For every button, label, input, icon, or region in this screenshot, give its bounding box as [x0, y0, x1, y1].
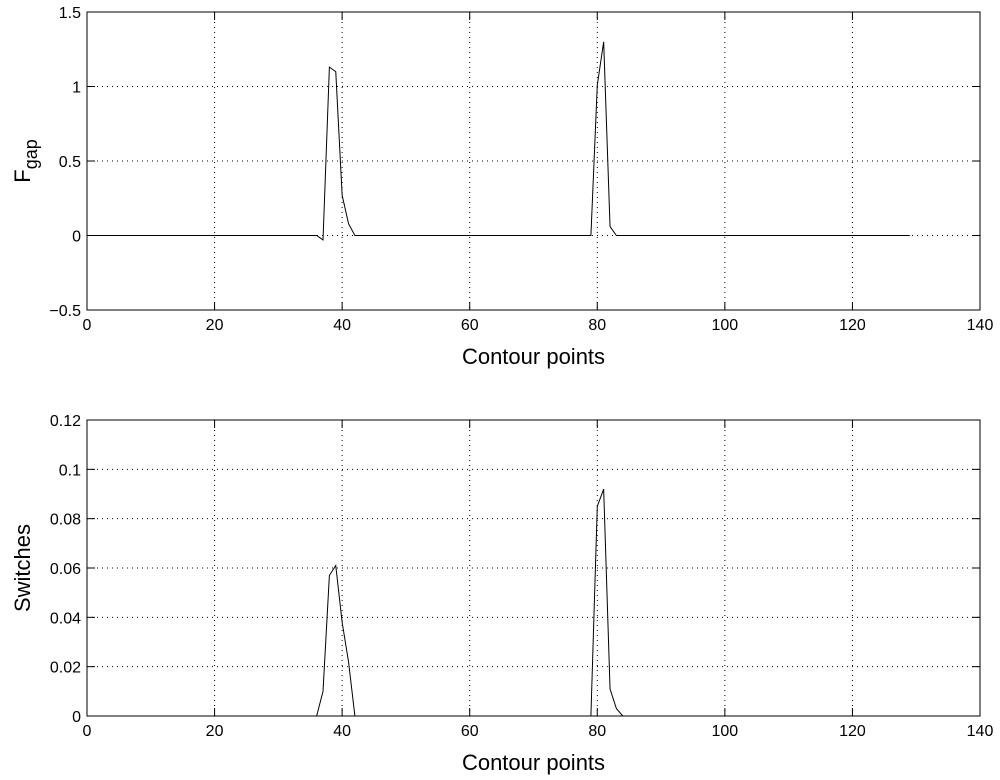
x-axis-label: Contour points	[462, 344, 605, 369]
axes-background	[86, 419, 981, 717]
bottom-panel-switches: 0 20 40 60 80 100 120 140 0 0.02 0.04 0.06 0.08 0.1 0.…	[10, 413, 993, 775]
x-tick-label: 60	[461, 723, 479, 740]
x-tick-label: 120	[839, 723, 866, 740]
y-tick-label: 0	[72, 709, 81, 726]
series-line	[93, 41, 910, 241]
x-tick-label: 100	[712, 317, 739, 334]
series-line	[93, 488, 910, 717]
x-axis-label: Contour points	[462, 750, 605, 775]
y-tick-label: 0.06	[50, 561, 81, 578]
x-tick-label: 60	[461, 317, 479, 334]
y-tick-label: 0	[72, 229, 81, 246]
x-tick-label: 20	[206, 317, 224, 334]
y-tick-label: 1	[72, 80, 81, 97]
y-tick-label: 0.1	[59, 462, 81, 479]
x-tick-label: 20	[206, 723, 224, 740]
x-tick-label: 80	[588, 723, 606, 740]
y-tick-label: 1.5	[59, 5, 81, 22]
y-axis-label: Switches	[10, 524, 35, 612]
x-tick-label: 80	[588, 317, 606, 334]
x-tick-label: 40	[333, 723, 351, 740]
y-axis-label-subscript: gap	[21, 139, 41, 169]
y-tick-label: 0.5	[59, 154, 81, 171]
x-tick-label: 0	[83, 723, 92, 740]
x-tick-label: 40	[333, 317, 351, 334]
y-tick-label: 0.08	[50, 512, 81, 529]
x-tick-label: 0	[83, 317, 92, 334]
x-tick-label: 120	[839, 317, 866, 334]
x-tick-label: 140	[967, 723, 994, 740]
y-axis-label: Fgap	[10, 139, 41, 183]
y-tick-label: 0.02	[50, 660, 81, 677]
y-tick-label: −0.5	[49, 303, 81, 320]
axes-background	[86, 11, 981, 311]
y-tick-label: 0.12	[50, 413, 81, 430]
y-tick-label: 0.04	[50, 610, 81, 627]
x-tick-label: 140	[967, 317, 994, 334]
x-tick-label: 100	[712, 723, 739, 740]
